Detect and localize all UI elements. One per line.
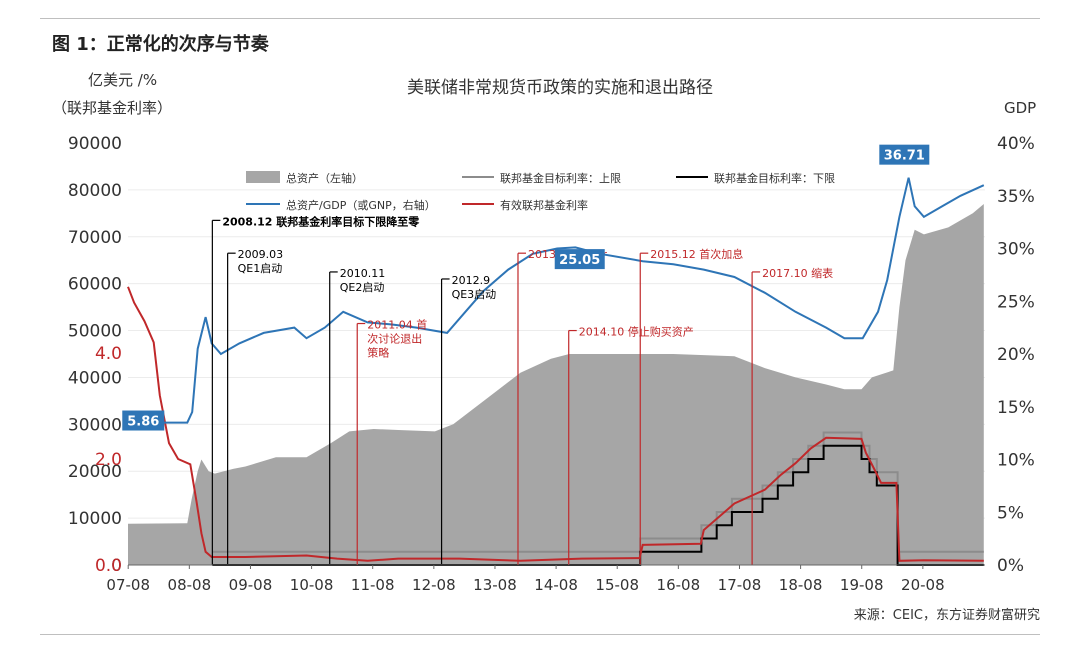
value-callout-text: 25.05: [559, 253, 600, 268]
annotation-text: QE2启动: [340, 281, 385, 294]
x-tick-label: 07-08: [106, 576, 150, 594]
rate-tick-label: 4.0: [95, 344, 122, 364]
annotation-text: 2010.11: [340, 267, 386, 280]
x-tick-label: 17-08: [718, 576, 762, 594]
value-labels: 5.86 25.05 36.71: [122, 144, 930, 431]
legend-label-upper: 联邦基金目标利率：上限: [500, 171, 621, 185]
value-callout-box: [554, 249, 605, 270]
right-tick-label: 30%: [997, 240, 1035, 260]
annotation-text: 2012.9: [452, 274, 491, 287]
x-tick-label: 12-08: [412, 576, 456, 594]
right-tick-label: 10%: [997, 451, 1035, 471]
right-tick-label: 35%: [997, 187, 1035, 207]
right-tick-label: 0%: [997, 556, 1024, 576]
value-callout-box: [122, 410, 165, 431]
annotation-text: 2009.03: [238, 248, 284, 261]
annotation-text: 2015.12 首次加息: [650, 247, 743, 261]
rate-tick-label: 0.0: [95, 556, 122, 576]
x-tick-label: 14-08: [534, 576, 578, 594]
legend-label-gdp: 总资产/GDP（或GNP，右轴）: [286, 198, 436, 212]
right-tick-label: 15%: [997, 398, 1035, 418]
left-axis-subtitle: （联邦基金利率）: [52, 99, 172, 117]
legend: 总资产（左轴） 联邦基金目标利率：上限 联邦基金目标利率：下限总资产/GDP（或GN…: [246, 171, 835, 212]
left-tick-label: 20000: [68, 462, 122, 482]
effective-rate-line: [127, 286, 984, 562]
value-callout-text: 5.86: [127, 415, 159, 430]
annotation-text: 策略: [367, 346, 389, 360]
legend-label-lower: 联邦基金目标利率：下限: [714, 171, 835, 185]
left-tick-label: 60000: [68, 275, 122, 295]
right-tick-label: 20%: [997, 345, 1035, 365]
legend-label-effective: 有效联邦基金利率: [500, 198, 588, 212]
right-axis-title: GDP: [1004, 99, 1036, 117]
rate-tick-label: 2.0: [95, 450, 122, 470]
left-tick-label: 80000: [68, 181, 122, 201]
x-tick-label: 09-08: [229, 576, 273, 594]
legend-label-assets: 总资产（左轴）: [286, 171, 363, 185]
value-callout-text: 36.71: [884, 149, 925, 164]
annotation-text: 次讨论退出: [367, 332, 422, 346]
x-tick-label: 19-08: [840, 576, 884, 594]
x-tick-label: 13-08: [473, 576, 517, 594]
left-tick-label: 70000: [68, 228, 122, 248]
legend-swatch-assets: [246, 171, 280, 183]
left-tick-label: 90000: [68, 134, 122, 154]
left-tick-label: 0: [111, 556, 122, 576]
annotation-text: QE3启动: [452, 288, 497, 301]
left-tick-label: 30000: [68, 415, 122, 435]
top-rule: [40, 18, 1040, 19]
annotation-text: 2017.10 缩表: [762, 266, 833, 280]
x-tick-label: 20-08: [901, 576, 945, 594]
assets-area: [128, 204, 984, 565]
annotation-text: 2008.12 联邦基金利率目标下限降至零: [222, 214, 420, 228]
annotation-text: 2011.04 首: [367, 318, 427, 332]
x-tick-label: 08-08: [168, 576, 212, 594]
x-tick-label: 15-08: [595, 576, 639, 594]
right-tick-label: 40%: [997, 134, 1035, 154]
x-tick-label: 10-08: [290, 576, 334, 594]
value-callout-box: [879, 144, 930, 165]
x-tick-label: 16-08: [657, 576, 701, 594]
right-tick-label: 25%: [997, 292, 1035, 312]
gdp-ratio-line: [128, 177, 985, 424]
bottom-rule: [40, 634, 1040, 635]
x-tick-label: 11-08: [351, 576, 395, 594]
annotation-text: QE1启动: [238, 262, 283, 275]
target-lower-line: [212, 444, 984, 566]
x-tick-label: 18-08: [779, 576, 823, 594]
left-tick-label: 10000: [68, 509, 122, 529]
chart-title: 美联储非常规货币政策的实施和退出路径: [407, 78, 713, 98]
annotation-text: 2014.10 停止购买资产: [579, 325, 694, 339]
left-tick-label: 50000: [68, 322, 122, 342]
axes-layer: 美联储非常规货币政策的实施和退出路径 亿美元 /% （联邦基金利率） GDP 90000…: [52, 71, 1036, 594]
left-tick-label: 40000: [68, 368, 122, 388]
left-axis-title: 亿美元 /%: [88, 71, 157, 89]
figure-label: 图 1：正常化的次序与节奏: [52, 34, 269, 55]
right-tick-label: 5%: [997, 503, 1024, 523]
source-note: 来源：CEIC，东方证券财富研究: [853, 608, 1040, 623]
series-layer: [127, 177, 985, 566]
